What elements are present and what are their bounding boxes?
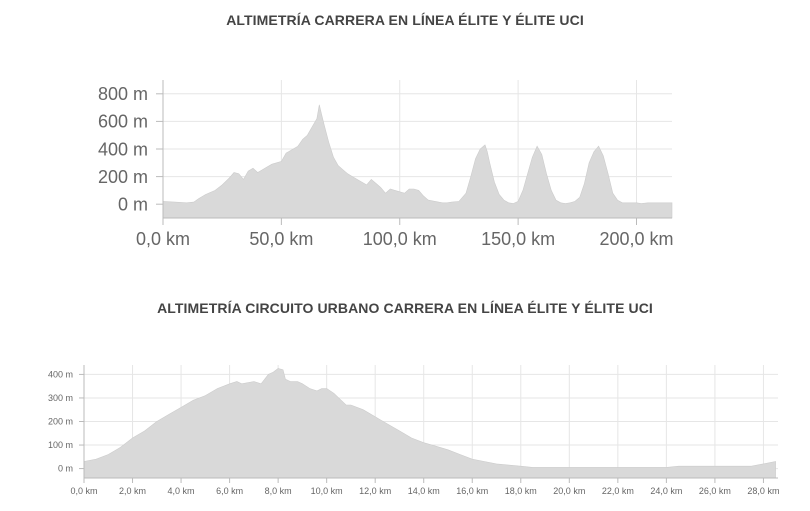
x-tick-label: 8,0 km	[265, 486, 292, 496]
x-tick-label: 12,0 km	[359, 486, 391, 496]
x-tick-label: 0,0 km	[136, 229, 190, 249]
elevation-chart-race: 0 m 200 m 400 m 600 m 800 m 0,0 km 50,0 km 100,…	[98, 80, 674, 249]
x-tick-label: 26,0 km	[699, 486, 731, 496]
x-tick-label: 14,0 km	[408, 486, 440, 496]
x-tick-label: 24,0 km	[650, 486, 682, 496]
y-tick-label: 600 m	[98, 112, 148, 132]
y-tick-label: 200 m	[98, 167, 148, 187]
chart-title-race: ALTIMETRÍA CARRERA EN LÍNEA ÉLITE Y ÉLIT…	[226, 12, 584, 28]
x-tick-label: 4,0 km	[168, 486, 195, 496]
elevation-area	[162, 104, 673, 219]
x-tick-label: 22,0 km	[602, 486, 634, 496]
x-tick-label: 50,0 km	[249, 229, 313, 249]
x-tick-label: 16,0 km	[456, 486, 488, 496]
x-tick-label: 28,0 km	[747, 486, 779, 496]
x-tick-label: 6,0 km	[216, 486, 243, 496]
y-tick-label: 0 m	[58, 464, 73, 474]
x-tick-label: 18,0 km	[505, 486, 537, 496]
y-tick-label: 400 m	[48, 370, 73, 380]
x-tick-label: 100,0 km	[363, 229, 437, 249]
x-tick-label: 200,0 km	[599, 229, 673, 249]
y-tick-label: 200 m	[48, 417, 73, 427]
x-tick-label: 2,0 km	[119, 486, 146, 496]
y-tick-label: 800 m	[98, 84, 148, 104]
y-tick-label: 0 m	[118, 195, 148, 215]
x-tick-label: 10,0 km	[311, 486, 343, 496]
chart-title-circuit: ALTIMETRÍA CIRCUITO URBANO CARRERA EN LÍ…	[157, 300, 653, 316]
y-tick-label: 400 m	[98, 139, 148, 159]
y-tick-label: 100 m	[48, 440, 73, 450]
y-tick-label: 300 m	[48, 393, 73, 403]
x-tick-label: 150,0 km	[481, 229, 555, 249]
elevation-area	[83, 368, 776, 479]
x-tick-label: 0,0 km	[70, 486, 97, 496]
x-tick-label: 20,0 km	[553, 486, 585, 496]
